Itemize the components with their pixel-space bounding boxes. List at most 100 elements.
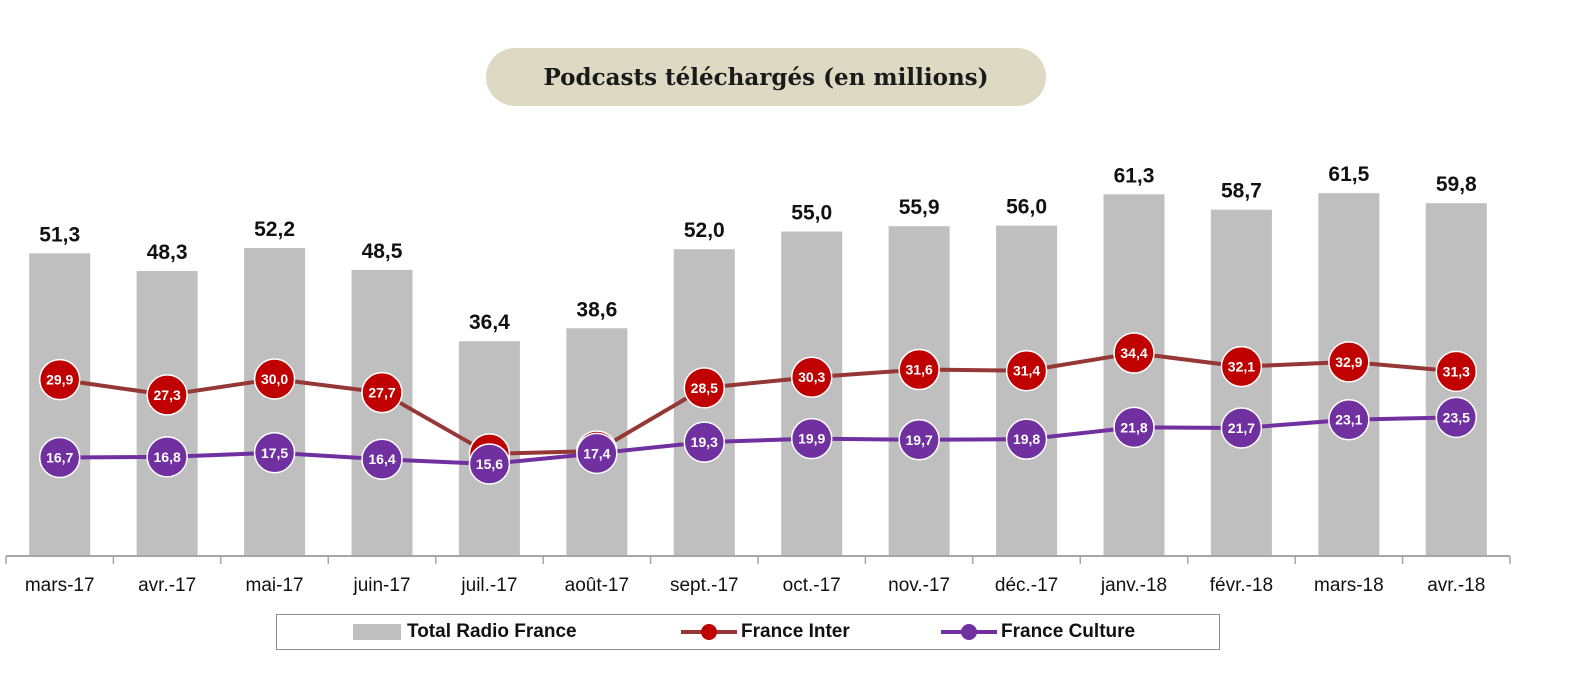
france-culture-value-label: 17,5 [261, 445, 288, 461]
x-tick-label: avr.-17 [138, 575, 196, 596]
x-tick-label: déc.-17 [995, 575, 1058, 596]
france-inter-marker [1435, 350, 1478, 393]
bars-group [29, 193, 1487, 557]
france-culture-marker [898, 419, 940, 461]
bar-value-label: 38,6 [576, 298, 617, 321]
france-inter-marker [683, 367, 726, 409]
france-culture-marker [38, 436, 81, 479]
france-inter-marker [146, 374, 188, 416]
x-tick-label: mars-17 [25, 575, 95, 596]
bar-value-label: 51,3 [39, 223, 80, 246]
france-culture-value-label: 19,8 [1013, 431, 1040, 447]
lines-group: 29,927,330,027,717,317,828,530,331,631,4… [38, 332, 1478, 485]
france-culture-marker [253, 432, 296, 474]
x-tick-label: mai-17 [246, 575, 304, 596]
france-culture-value-label: 19,9 [798, 431, 825, 447]
france-culture-value-label: 21,8 [1120, 419, 1147, 435]
x-tick-label: août-17 [565, 575, 629, 596]
france-inter-value-label: 27,7 [368, 385, 395, 401]
france-inter-marker [1328, 341, 1370, 383]
bar-value-label: 55,0 [791, 202, 832, 225]
france-inter-value-label: 27,3 [154, 387, 181, 403]
bar-value-label: 61,5 [1328, 163, 1369, 186]
france-culture-marker [1005, 418, 1048, 460]
france-inter-value-label: 31,6 [906, 362, 933, 378]
legend-label-culture: France Culture [1001, 621, 1136, 642]
chart-title: Podcasts téléchargés (en millions) [543, 63, 989, 91]
france-culture-value-label: 16,4 [368, 451, 395, 467]
france-inter-marker [1220, 345, 1263, 388]
france-culture-value-label: 16,8 [154, 449, 181, 465]
legend-item-culture: France Culture [941, 621, 1135, 643]
bar-value-label: 36,4 [469, 311, 510, 334]
x-tick-label: juin-17 [352, 575, 410, 596]
france-inter-value-label: 28,5 [691, 380, 718, 396]
france-inter-value-label: 29,9 [46, 372, 73, 388]
france-inter-value-label: 30,0 [261, 371, 288, 387]
legend-item-total: Total Radio France [353, 621, 577, 643]
bar-mars-17 [29, 253, 91, 556]
legend-swatch-bar [353, 624, 401, 640]
france-culture-value-label: 15,6 [476, 456, 503, 472]
france-culture-value-label: 21,7 [1228, 420, 1255, 436]
france-inter-marker [38, 358, 81, 401]
france-culture-marker [790, 417, 833, 460]
bar-value-label: 58,7 [1221, 180, 1262, 203]
x-tick-label: avr.-18 [1427, 575, 1485, 596]
france-culture-marker [576, 432, 618, 475]
france-inter-marker [253, 358, 296, 400]
x-tick-label: mars-18 [1314, 575, 1384, 596]
france-culture-value-label: 23,5 [1443, 409, 1470, 425]
france-inter-value-label: 31,3 [1443, 363, 1470, 379]
bar-value-label: 48,5 [362, 240, 403, 263]
france-inter-marker [361, 371, 403, 414]
bar-value-label: 59,8 [1436, 173, 1477, 196]
france-culture-marker [1113, 406, 1155, 449]
x-tick-label: oct.-17 [783, 575, 841, 596]
france-inter-value-label: 34,4 [1120, 345, 1147, 361]
france-inter-value-label: 32,9 [1335, 354, 1362, 370]
x-tick-label: janv.-18 [1100, 575, 1167, 596]
labels-group: 51,3 48,3 52,2 48,5 36,4 38,6 52,0 55,0 55,9 56,0… [39, 163, 1477, 334]
legend-item-inter: France Inter [681, 621, 850, 643]
legend-label-inter: France Inter [741, 621, 850, 642]
legend-label-total: Total Radio France [407, 621, 577, 642]
france-culture-marker [146, 436, 188, 478]
france-culture-value-label: 19,3 [691, 434, 718, 450]
bar-mai-17 [244, 248, 306, 556]
france-culture-value-label: 19,7 [906, 432, 933, 448]
france-culture-value-label: 16,7 [46, 449, 73, 465]
france-culture-marker [683, 421, 726, 463]
france-inter-value-label: 32,1 [1228, 359, 1255, 375]
france-culture-marker [1220, 407, 1263, 449]
legend: Total Radio France France Inter France C… [276, 614, 1220, 650]
france-inter-marker [1005, 349, 1048, 392]
bar-value-label: 52,2 [254, 218, 295, 241]
bar-value-label: 61,3 [1114, 164, 1155, 187]
x-tick-label: nov.-17 [888, 575, 950, 596]
x-tick-label: juil.-17 [460, 575, 517, 596]
france-culture-marker [1328, 398, 1370, 441]
france-culture-value-label: 23,1 [1335, 412, 1362, 428]
bar-nov.-17 [888, 226, 950, 556]
legend-swatch-culture [941, 624, 997, 640]
france-culture-marker [468, 443, 511, 485]
france-inter-marker [1113, 332, 1155, 374]
x-tick-label: sept.-17 [670, 575, 739, 596]
chart-title-badge: Podcasts téléchargés (en millions) [486, 48, 1046, 106]
france-inter-value-label: 30,3 [798, 369, 825, 385]
bar-janv.-18 [1103, 194, 1165, 556]
france-culture-marker [1435, 396, 1478, 439]
france-inter-marker [790, 356, 833, 398]
x-axis: mars-17 avr.-17 mai-17 juin-17 juil.-17 août-… [5, 555, 1511, 596]
france-inter-value-label: 31,4 [1013, 363, 1040, 379]
bar-value-label: 48,3 [147, 241, 188, 264]
france-inter-marker [898, 348, 940, 391]
france-culture-marker [361, 438, 403, 480]
bar-value-label: 52,0 [684, 219, 725, 242]
bar-value-label: 56,0 [1006, 196, 1047, 219]
x-tick-label: févr.-18 [1210, 575, 1273, 596]
legend-swatch-inter [681, 624, 737, 640]
bar-value-label: 55,9 [899, 196, 940, 219]
